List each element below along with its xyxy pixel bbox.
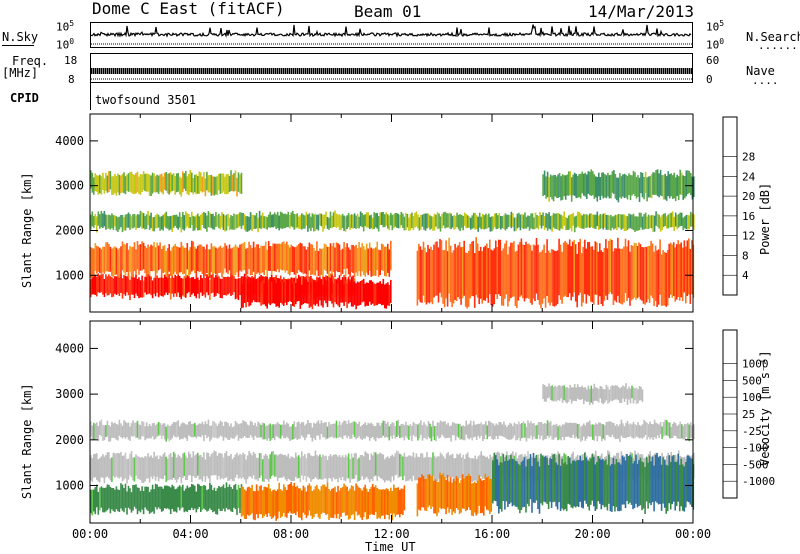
power-band-5 [90,170,243,197]
x-tick-label: 04:00 [172,527,208,541]
velocity-colorbar-tick-label: 100 [742,391,762,404]
power-colorbar-tick-label: 4 [742,269,749,282]
freq-min-label: 8 [68,73,75,86]
velocity-ytick-label: 1000 [55,479,84,493]
freq-unit-label: [MHz] [2,66,39,80]
velocity-ytick-label: 4000 [55,341,84,355]
nsearch-label: N.Search [746,30,800,44]
power-band-3 [416,237,695,309]
velocity-ylabel: Slant Range [km] [20,383,34,499]
power-band-1 [90,240,392,279]
x-tick-label: 12:00 [373,527,409,541]
station-title: Dome C East (fitACF) [92,0,285,18]
power-colorbar-tick-label: 12 [742,230,755,243]
power-colorbar-tick-label: 28 [742,151,755,164]
x-tick-label: 20:00 [574,527,610,541]
velocity-band-4 [492,452,695,514]
power-ytick-label: 1000 [55,268,84,282]
velocity-colorbar-tick-label: 1000 [742,358,769,371]
nsky-min-label: 100 [56,37,75,52]
x-tick-label: 08:00 [273,527,309,541]
velocity-band-0 [90,482,243,516]
power-ytick-label: 4000 [55,134,84,148]
velocity-colorbar-tick-label: -500 [742,458,769,471]
power-ytick-label: 3000 [55,179,84,193]
velocity-band-2 [240,482,406,521]
nsky-underline [2,45,34,46]
velocity-band-6 [542,383,644,406]
nave-dots: .... [752,74,779,87]
x-tick-label: 00:00 [72,527,108,541]
freq-label: Freq. [12,54,49,68]
power-ylabel: Slant Range [km] [20,172,34,288]
power-colorbar-tick-label: 16 [742,210,755,223]
nsky-label: N.Sky [2,30,39,44]
nsearch-max-label: 105 [706,19,725,34]
date-title: 14/Mar/2013 [588,2,694,21]
velocity-colorbar-label: Velocity [m s⁻¹] [758,350,772,466]
velocity-colorbar-tick-label: 25 [742,408,755,421]
power-colorbar-tick-label: 20 [742,190,755,203]
velocity-band-5 [90,419,695,442]
nave-min-label: 0 [706,73,713,86]
x-tick-label: 00:00 [675,527,711,541]
nsky-trace [90,24,692,38]
beam-title: Beam 01 [354,2,422,21]
nave-max-label: 60 [706,54,720,67]
x-axis-label: Time UT [365,540,416,554]
cpid-text: twofsound 3501 [95,93,197,107]
cpid-marker [90,83,91,110]
nsearch-min-label: 100 [706,37,725,52]
x-tick-label: 16:00 [474,527,510,541]
power-band-6 [542,169,695,203]
power-colorbar-label: Power [dB] [758,182,772,255]
cpid-label: CPID [10,91,39,105]
velocity-colorbar-tick-label: -100 [742,442,769,455]
velocity-colorbar-tick-label: -25 [742,425,762,438]
power-colorbar-tick-label: 8 [742,249,749,262]
nsearch-dots: ....... [758,39,800,52]
power-band-2 [240,276,392,310]
nave-label: Nave [746,64,775,78]
power-band-4 [90,210,695,233]
velocity-colorbar-tick-label: 500 [742,374,762,387]
power-ytick-label: 2000 [55,223,84,237]
velocity-ytick-label: 3000 [55,387,84,401]
velocity-band-3 [416,472,493,517]
power-colorbar-frame [722,116,738,296]
power-colorbar-tick-label: 24 [742,170,756,183]
velocity-colorbar-tick-label: -1000 [742,475,775,488]
freq-trace [91,68,693,74]
velocity-ytick-label: 2000 [55,433,84,447]
nsky-max-label: 105 [56,19,75,34]
freq-max-label: 18 [64,54,78,67]
